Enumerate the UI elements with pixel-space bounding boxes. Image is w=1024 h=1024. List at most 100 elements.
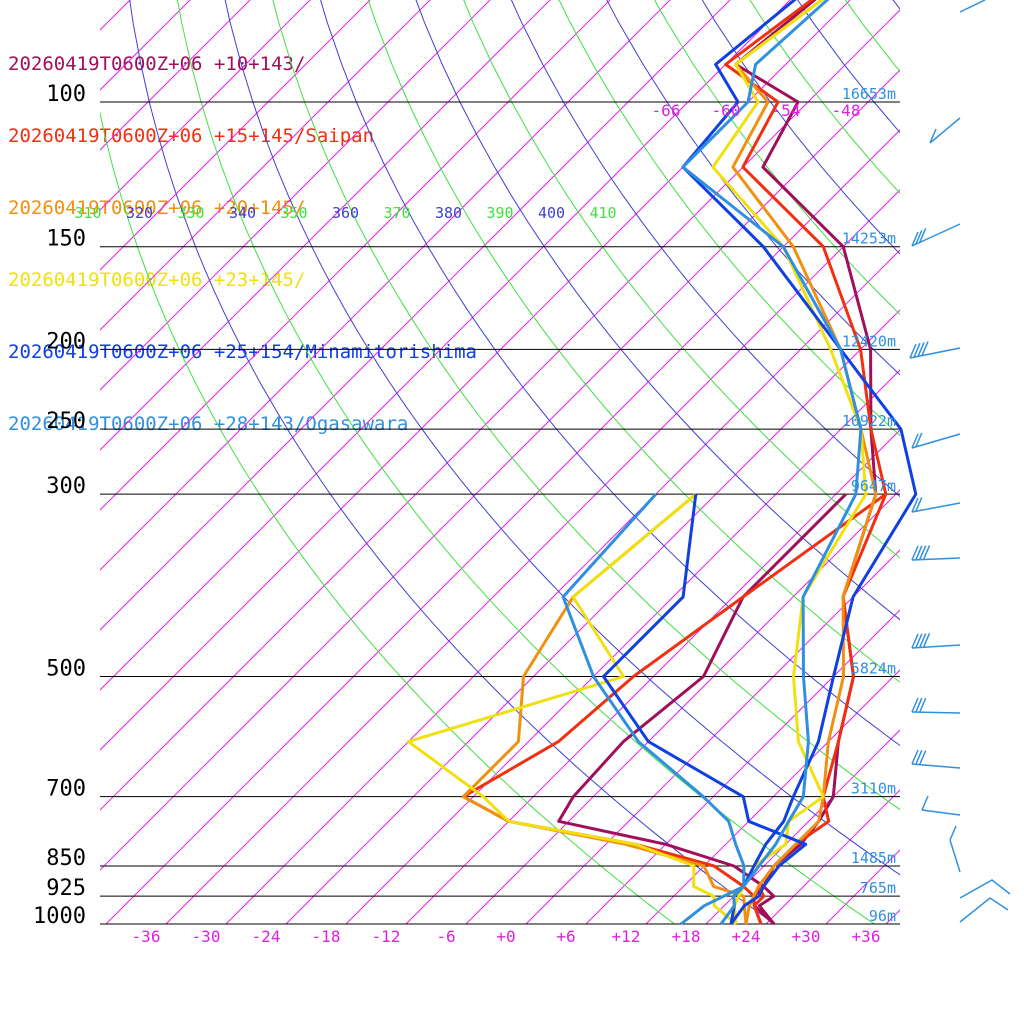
temperature-tick-label: +0: [496, 927, 515, 946]
wind-barb-top: [959, 0, 986, 13]
wind-barb-staff: [949, 839, 961, 873]
wind-barb-staff: [929, 117, 961, 144]
height-label: 1485m: [851, 849, 896, 867]
theta-label: 360: [332, 204, 359, 222]
isotherm-line: [705, 729, 900, 924]
pressure-label: 1000: [33, 904, 86, 929]
wind-barb-feather: [918, 697, 927, 713]
isotherm-line: [225, 249, 900, 924]
wind-barb-feather: [915, 633, 923, 649]
wind-barb-surface: [959, 897, 1009, 923]
top-temperature-label: -66: [652, 101, 681, 120]
temperature-tick-label: -36: [132, 927, 161, 946]
height-label: 5824m: [851, 660, 896, 678]
dry-adiabat-line: [176, 0, 875, 924]
top-temperature-label: -54: [772, 101, 801, 120]
isotherm-lines: [100, 0, 900, 924]
wind-barb-feather: [922, 545, 931, 560]
wind-barb-staff: [911, 763, 961, 769]
wind-barb-feather: [911, 231, 919, 247]
wind-barb-feather: [918, 228, 927, 243]
temperature-tick-label: -18: [312, 927, 341, 946]
height-label: 9647m: [851, 477, 896, 495]
wind-barb-staff: [911, 711, 961, 714]
sounding-profiles: [406, 0, 918, 926]
wind-barb-feather: [913, 342, 921, 358]
wind-barb-feather: [918, 750, 927, 765]
wind-barb-feather: [922, 632, 931, 648]
temperature-tick-label: +30: [792, 927, 821, 946]
wind-barb-feather: [911, 545, 919, 561]
temperature-profile-6: [681, 0, 863, 925]
isotherm-line: [405, 429, 900, 924]
theta-label: 320: [126, 204, 153, 222]
dry-adiabat-line: [463, 0, 900, 559]
wind-barb-staff: [911, 502, 961, 513]
height-label: 3110m: [851, 780, 896, 798]
temperature-tick-label: -6: [436, 927, 455, 946]
top-temperature-label: -48: [832, 101, 861, 120]
isotherm-line: [100, 0, 851, 751]
isotherm-line: [100, 0, 791, 691]
isotherm-line: [100, 69, 900, 871]
temperature-tick-label: +18: [672, 927, 701, 946]
legend-entry-3: 20260419T0600Z+06 +20+145/: [8, 197, 306, 219]
height-label: 12420m: [842, 332, 896, 350]
isotherm-line: [165, 189, 900, 924]
isotherm-line: [525, 549, 900, 924]
legend-entry-5: 20260419T0600Z+06 +25+154/Minamitorishim…: [8, 341, 477, 363]
wind-barb-feather: [911, 749, 919, 765]
wind-barb-feather: [915, 229, 923, 245]
temperature-tick-label: +6: [556, 927, 575, 946]
wind-barb-feather: [915, 697, 923, 713]
pressure-label: 200: [46, 329, 86, 354]
pressure-label: 250: [46, 409, 86, 434]
dewpoint-profile-6: [561, 493, 746, 926]
height-label: 765m: [860, 879, 896, 897]
wind-barb-surface: [959, 879, 1011, 899]
wind-barb-feather: [921, 341, 929, 356]
theta-label: 380: [435, 204, 462, 222]
wind-barb-feather: [918, 545, 927, 560]
wind-barb-feather: [911, 633, 919, 649]
wind-barb-feather: [909, 343, 917, 359]
dewpoint-profile-3: [461, 493, 748, 925]
wind-barb-feather: [915, 432, 923, 448]
wind-barb-feather: [911, 433, 919, 449]
temperature-tick-label: -12: [372, 927, 401, 946]
dewpoint-profile-1: [557, 493, 847, 926]
dewpoint-profile-5: [602, 494, 808, 925]
wind-barb-staff: [911, 644, 961, 649]
height-label: 10922m: [842, 412, 896, 430]
dry-adiabat-line: [606, 0, 900, 376]
pressure-label: 850: [46, 846, 86, 871]
isotherm-line: [100, 9, 900, 811]
top-temperature-label: -60: [712, 101, 741, 120]
isotherm-line: [100, 0, 491, 391]
wind-barb-feather: [917, 342, 925, 357]
height-label: 14253m: [842, 230, 896, 248]
isotherm-line: [100, 0, 731, 631]
isotherm-line: [885, 909, 900, 924]
temperature-tick-label: +24: [732, 927, 761, 946]
wind-barb-feather: [915, 750, 923, 765]
dry-adiabat-line: [367, 0, 900, 683]
isotherm-line: [100, 0, 191, 91]
wind-barb-feather: [911, 497, 919, 513]
isotherm-line: [765, 789, 900, 924]
height-label: 96m: [869, 907, 896, 925]
isobar-lines: [100, 101, 900, 925]
dry-adiabat-line: [320, 0, 900, 747]
dry-adiabat-line: [558, 0, 900, 437]
wind-barb-feather: [921, 795, 929, 811]
axis-labels: 100 16653m 150 14253m 200 12420m 250 10922m 300 9…: [33, 82, 896, 946]
pressure-label: 150: [46, 227, 86, 252]
theta-label: 390: [486, 204, 513, 222]
wind-barbs: [909, 0, 1011, 923]
wind-barb-feather: [929, 128, 937, 144]
isotherm-line: [100, 0, 671, 571]
wind-barb-feather: [911, 697, 919, 713]
isotherm-line: [285, 309, 900, 924]
wind-barb-feather: [918, 633, 927, 648]
pressure-label: 500: [46, 657, 86, 682]
